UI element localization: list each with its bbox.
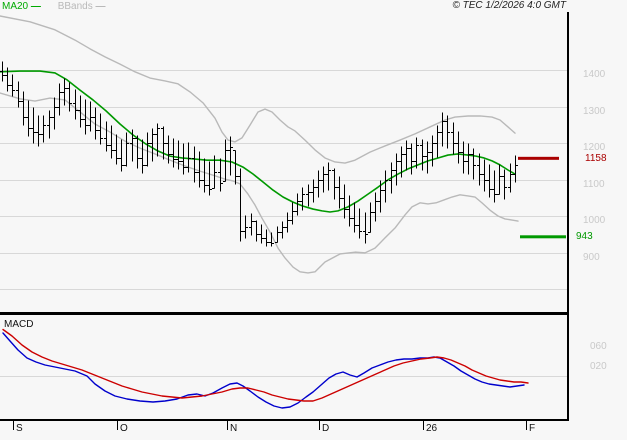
x-axis-label: S bbox=[16, 423, 23, 434]
gridlines bbox=[0, 70, 569, 377]
macd-scale-label-060: 060 bbox=[590, 341, 607, 352]
price-axis-label: 1100 bbox=[583, 178, 605, 190]
price-axis-label: 900 bbox=[583, 251, 600, 263]
resistance-level-label: 1158 bbox=[585, 153, 607, 164]
support-resistance-lines bbox=[518, 156, 566, 239]
ma20-legend-label: MA20 bbox=[2, 1, 29, 12]
x-axis-label: N bbox=[230, 423, 238, 434]
support-level-label: 943 bbox=[576, 231, 593, 242]
bbands-legend-swatch: — bbox=[95, 1, 106, 12]
price-axis-label: 1300 bbox=[583, 105, 606, 117]
macd-panel-title: MACD bbox=[4, 319, 34, 330]
macd-scale-label-020: 020 bbox=[590, 361, 607, 372]
bbands-legend-label: BBands bbox=[57, 1, 93, 12]
price-axis-label: 1000 bbox=[583, 215, 606, 226]
x-axis-label: 26 bbox=[426, 423, 438, 434]
panel-borders bbox=[0, 12, 569, 421]
x-axis-label: O bbox=[120, 423, 128, 434]
copyright-text: © TEC 1/2/2026 4:0 GMT bbox=[452, 0, 566, 11]
ma20-legend-swatch: — bbox=[30, 1, 41, 12]
legend: MA20 — BBands — bbox=[2, 1, 106, 13]
price-axis-label: 1200 bbox=[583, 142, 606, 153]
x-axis-label: F bbox=[529, 423, 536, 434]
macd-lines bbox=[2, 328, 529, 409]
price-axis-label: 1400 bbox=[583, 69, 606, 80]
x-axis-label: D bbox=[322, 423, 330, 434]
price-bars bbox=[0, 61, 518, 247]
x-axis-ticks bbox=[13, 421, 527, 430]
